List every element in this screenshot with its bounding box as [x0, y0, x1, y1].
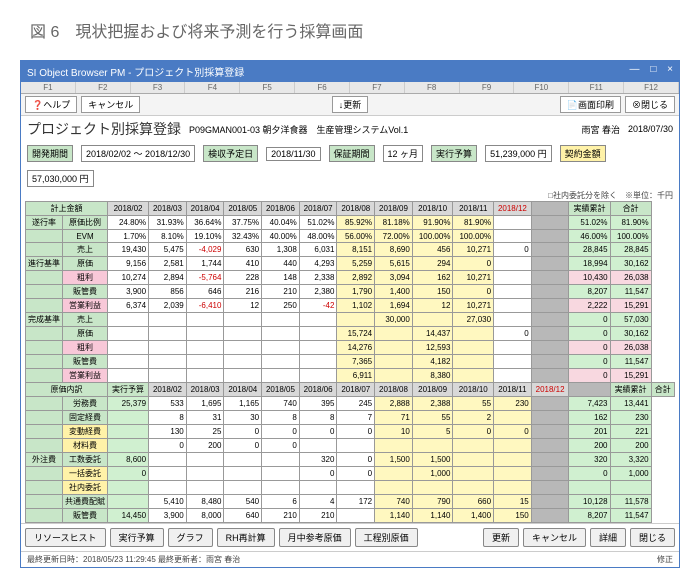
footer-btn[interactable]: 詳細	[590, 528, 626, 547]
footer-buttons: リソースヒスト実行予算グラフRH再計算月中参考原価工程別原価 更新キャンセル詳細閉…	[21, 523, 679, 551]
header-row-2: 開発期間 2018/02/02 ～ 2018/12/30 検収予定日 2018/…	[21, 142, 679, 190]
status-left: 最終更新日時：2018/05/23 11:29:45 最終更新者：雨宮 春治	[27, 554, 240, 565]
cancel-button[interactable]: キャンセル	[81, 96, 140, 113]
footer-btn[interactable]: 実行予算	[110, 528, 164, 547]
minimize-icon[interactable]: —	[630, 64, 640, 75]
footer-btn[interactable]: 更新	[483, 528, 519, 547]
keiyaku-label: 契約金額	[560, 145, 606, 162]
fkey-8[interactable]: F8	[405, 82, 460, 93]
maximize-icon[interactable]: □	[650, 64, 656, 75]
fkey-10[interactable]: F10	[514, 82, 569, 93]
function-key-row: F1F2F3F4F5F6F7F8F9F10F11F12	[21, 82, 679, 94]
print-button[interactable]: 📄画面印刷	[560, 96, 621, 113]
hosho-label: 保証期間	[329, 145, 375, 162]
hosho-value: 12 ヶ月	[383, 145, 424, 162]
fkey-6[interactable]: F6	[295, 82, 350, 93]
update-button[interactable]: ↓更新	[332, 96, 369, 113]
footer-btn[interactable]: リソースヒスト	[25, 528, 106, 547]
fkey-11[interactable]: F11	[569, 82, 624, 93]
fkey-9[interactable]: F9	[460, 82, 515, 93]
app-window: SI Object Browser PM - プロジェクト別採算登録 — □ ×…	[20, 60, 680, 568]
jikko-value: 51,239,000 円	[485, 145, 552, 162]
kenshu-value: 2018/11/30	[266, 147, 320, 161]
fkey-1[interactable]: F1	[21, 82, 76, 93]
fkey-4[interactable]: F4	[185, 82, 240, 93]
close-button[interactable]: ⊗閉じる	[625, 96, 675, 113]
jikko-label: 実行予算	[431, 145, 477, 162]
project-code: P09GMAN001-03 朝夕洋食器 生産管理システムVol.1	[189, 123, 408, 136]
footer-btn[interactable]: RH再計算	[217, 528, 275, 547]
footer-btn[interactable]: 閉じる	[630, 528, 675, 547]
fkey-7[interactable]: F7	[350, 82, 405, 93]
dev-period-value: 2018/02/02 ～ 2018/12/30	[81, 145, 195, 162]
kenshu-label: 検収予定日	[203, 145, 258, 162]
titlebar: SI Object Browser PM - プロジェクト別採算登録 — □ ×	[21, 61, 679, 82]
header-row-1: プロジェクト別採算登録 P09GMAN001-03 朝夕洋食器 生産管理システム…	[21, 116, 679, 142]
fkey-12[interactable]: F12	[624, 82, 679, 93]
figure-caption: 図 6 現状把握および将来予測を行う採算画面	[0, 0, 700, 60]
budget-grid: 計上金額2018/022018/032018/042018/052018/062…	[25, 201, 675, 523]
page-title: プロジェクト別採算登録	[27, 119, 181, 139]
keiyaku-value: 57,030,000 円	[27, 170, 94, 187]
footer-btn[interactable]: 月中参考原価	[279, 528, 351, 547]
window-controls: — □ ×	[622, 64, 673, 79]
help-button[interactable]: ❓ヘルプ	[25, 96, 77, 113]
unit-note: □社内委託分を除く ※単位：千円	[21, 190, 679, 201]
window-title: SI Object Browser PM - プロジェクト別採算登録	[27, 64, 244, 79]
footer-btn[interactable]: グラフ	[168, 528, 213, 547]
dev-period-label: 開発期間	[27, 145, 73, 162]
author: 雨宮 春治	[581, 123, 620, 136]
fkey-2[interactable]: F2	[76, 82, 131, 93]
status-right: 修正	[657, 554, 673, 565]
date: 2018/07/30	[628, 124, 673, 134]
fkey-3[interactable]: F3	[131, 82, 186, 93]
footer-btn[interactable]: キャンセル	[523, 528, 586, 547]
status-bar: 最終更新日時：2018/05/23 11:29:45 最終更新者：雨宮 春治 修…	[21, 551, 679, 567]
toolbar: ❓ヘルプ キャンセル ↓更新 📄画面印刷 ⊗閉じる	[21, 94, 679, 116]
grid-scroll[interactable]: 計上金額2018/022018/032018/042018/052018/062…	[25, 201, 675, 523]
footer-btn[interactable]: 工程別原価	[355, 528, 418, 547]
close-icon[interactable]: ×	[667, 64, 673, 75]
fkey-5[interactable]: F5	[240, 82, 295, 93]
